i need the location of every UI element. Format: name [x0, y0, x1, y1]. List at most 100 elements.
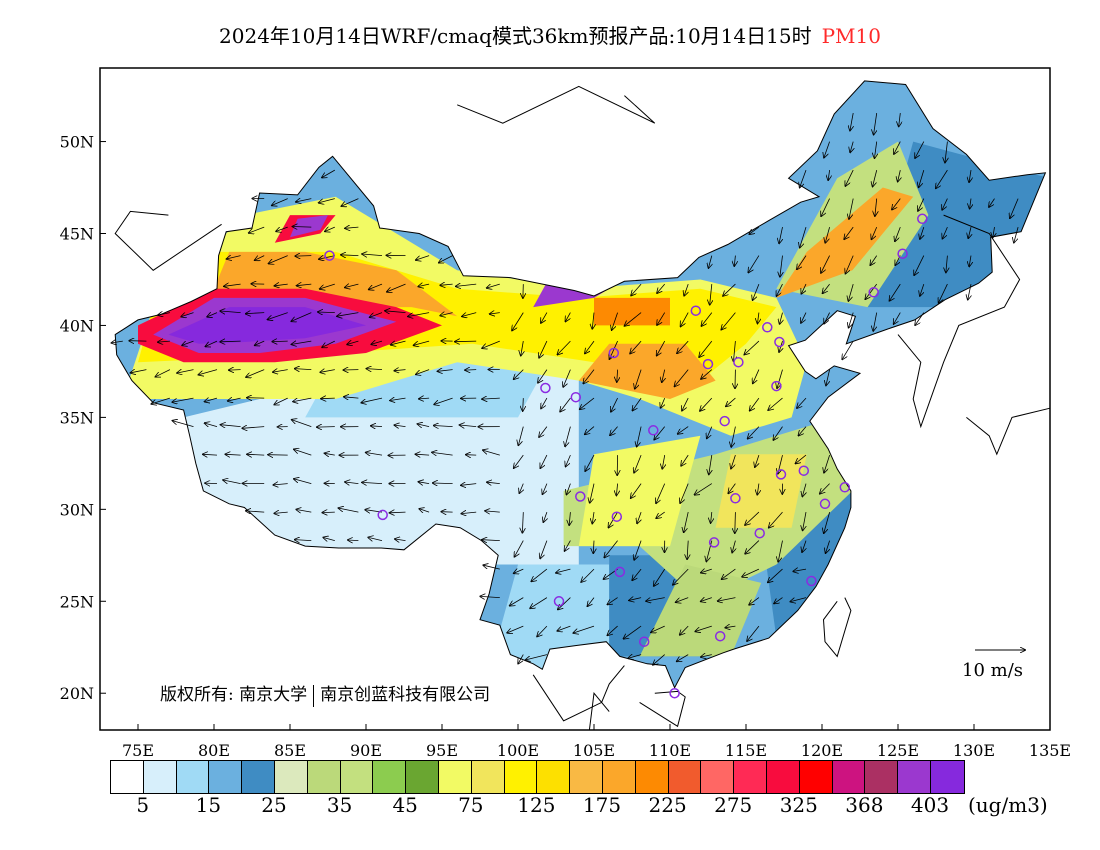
lon-tick-label: 75E — [122, 741, 154, 760]
latitude-axis: 50N 45N 40N 35N 30N 25N 20N — [60, 133, 106, 703]
wind-arrow — [483, 565, 500, 570]
wind-arrow — [735, 512, 736, 533]
wind-arrow — [560, 397, 571, 411]
wind-arrow — [677, 340, 689, 353]
wind-arrow — [590, 483, 595, 503]
wind-arrow — [220, 341, 241, 342]
wind-arrow — [662, 455, 664, 469]
wind-arrow — [156, 369, 171, 377]
wind-arrow — [275, 284, 288, 286]
wind-arrow — [728, 483, 736, 494]
wind-vectors — [112, 113, 1019, 665]
wind-arrow — [797, 255, 807, 270]
wind-arrow — [242, 427, 265, 429]
wind-arrow — [701, 655, 712, 657]
colorbar-tick-label: 35 — [326, 793, 353, 817]
wind-arrow — [675, 369, 689, 387]
wind-arrow — [460, 425, 477, 427]
wind-arrow — [684, 512, 689, 532]
wind-arrow — [369, 283, 383, 289]
wind-arrow — [920, 226, 924, 239]
wind-arrow — [337, 312, 359, 317]
wind-arrow — [654, 568, 666, 586]
wind-arrow — [657, 312, 666, 325]
colorbar — [110, 760, 965, 794]
wind-arrow — [747, 625, 760, 641]
wind-arrow — [228, 398, 241, 401]
wind-arrow — [628, 655, 642, 659]
wind-arrow — [322, 340, 335, 347]
colorbar-tick-label: 225 — [648, 793, 687, 817]
wind-arrow — [734, 341, 736, 361]
wind-arrow — [255, 341, 265, 345]
china-border — [114, 80, 1047, 689]
city-station-marker — [754, 527, 765, 539]
wind-arrow — [367, 369, 383, 370]
colorbar-swatch — [537, 761, 571, 793]
wind-arrow — [348, 540, 359, 541]
wind-arrow — [567, 483, 571, 495]
wind-arrow — [514, 569, 524, 573]
wind-arrow — [731, 454, 736, 468]
wind-arrow — [320, 370, 335, 373]
wind-arrow — [915, 312, 925, 326]
colorbar-tick-label: 5 — [136, 793, 150, 817]
lat-tick-label: 30N — [60, 500, 94, 519]
pm10-region — [578, 435, 701, 547]
colorbar-swatch — [898, 761, 931, 793]
wind-arrow — [347, 341, 359, 344]
wind-arrow — [585, 426, 595, 435]
wind-arrow — [530, 597, 548, 609]
coastline — [588, 691, 610, 731]
wind-arrow — [531, 568, 548, 581]
wind-arrow — [682, 397, 689, 411]
wind-arrow — [673, 568, 689, 585]
wind-arrow — [870, 255, 878, 265]
wind-arrow — [220, 311, 241, 313]
colorbar-swatch — [504, 761, 538, 793]
colorbar-swatch — [832, 761, 866, 793]
pm10-region — [168, 307, 366, 344]
city-station-marker — [798, 465, 810, 476]
wind-arrow — [824, 511, 830, 533]
wind-arrow — [793, 569, 807, 571]
wind-arrow — [556, 569, 571, 573]
wind-arrow — [490, 313, 500, 314]
wind-arrow — [774, 597, 783, 604]
wind-arrow — [845, 169, 854, 186]
wind-arrow — [291, 312, 312, 322]
wind-arrow — [898, 170, 901, 181]
wind-arrow — [722, 568, 736, 579]
wind-arrow — [558, 597, 571, 610]
wind-arrow — [151, 397, 171, 404]
wind-arrow — [656, 511, 665, 518]
wind-arrow — [321, 398, 335, 399]
coastline — [457, 85, 656, 124]
wind-arrow — [821, 198, 830, 217]
wind-arrow — [390, 398, 406, 400]
wind-arrow — [865, 283, 878, 299]
wind-arrow — [438, 370, 453, 372]
wind-arrow — [522, 512, 523, 533]
colorbar-swatch — [701, 761, 735, 793]
lon-tick-label: 130E — [953, 741, 995, 760]
wind-arrow — [637, 426, 642, 447]
wind-arrow — [295, 540, 312, 541]
wind-arrow — [317, 427, 335, 428]
wind-arrow — [227, 256, 241, 259]
wind-arrow — [246, 369, 265, 378]
wind-arrow — [803, 512, 806, 530]
colorbar-swatch — [242, 761, 275, 793]
wind-arrow — [612, 312, 618, 330]
lat-tick-label: 20N — [60, 684, 94, 703]
colorbar-tick-label: 15 — [195, 793, 222, 817]
wind-arrow — [177, 370, 194, 373]
wind-arrow — [588, 597, 595, 607]
wind-arrow — [487, 284, 500, 288]
wind-arrow — [824, 454, 830, 473]
wind-arrow — [540, 540, 548, 559]
colorbar-tick-label: 45 — [392, 793, 418, 817]
colorbar-tick-label: 403 — [910, 793, 950, 817]
wind-arrow — [318, 312, 335, 313]
wind-arrow — [718, 598, 736, 602]
